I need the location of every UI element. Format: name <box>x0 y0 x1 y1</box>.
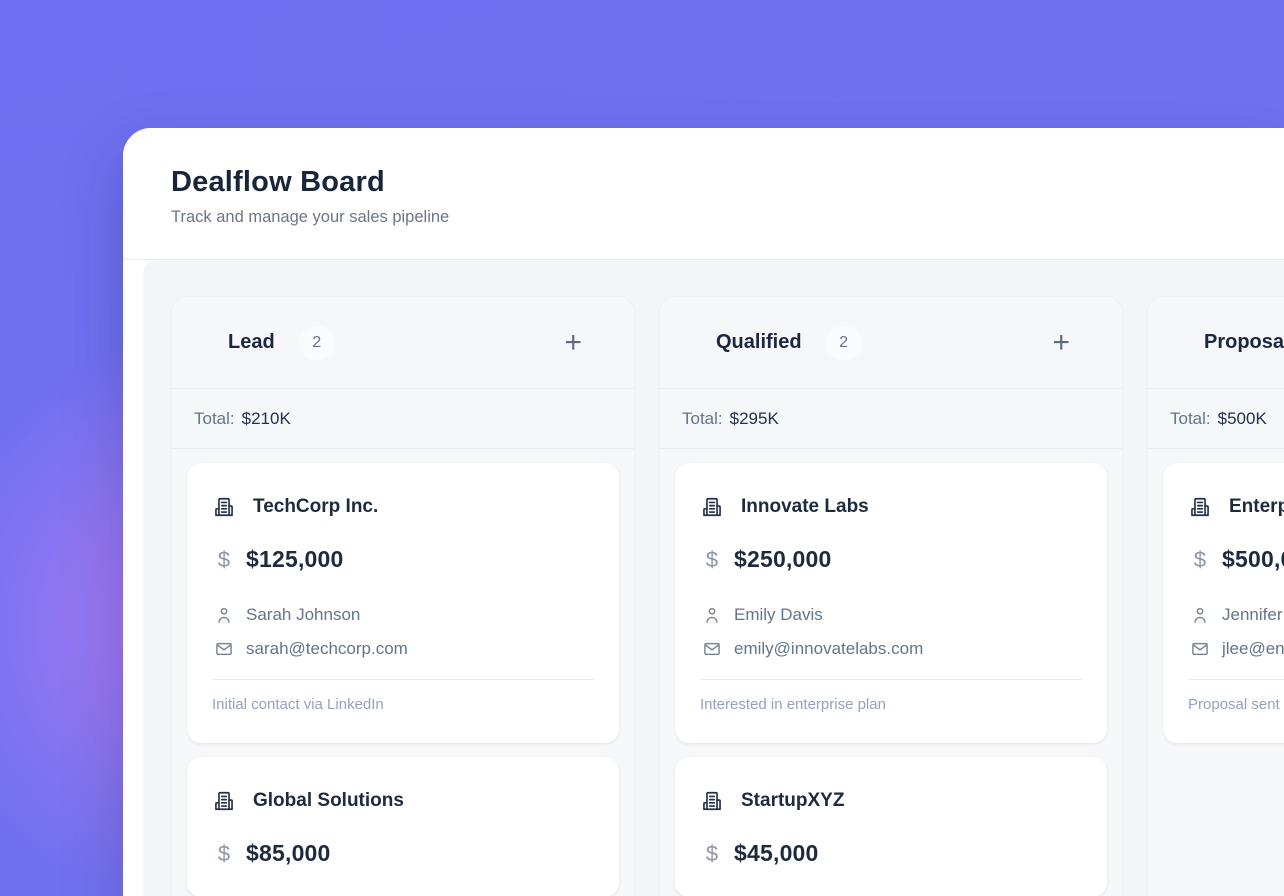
deal-amount: $500,000 <box>1222 546 1284 572</box>
mail-icon <box>1188 639 1212 659</box>
card-list: TechCorp Inc. $ $125,000 Sarah Johnson <box>172 449 634 896</box>
column-proposal-header: Proposal + <box>1148 297 1284 389</box>
deal-note: Interested in enterprise plan <box>700 696 886 713</box>
add-card-button[interactable]: + <box>558 326 588 360</box>
card-list: Enterprise Co $ $500,000 Jennifer Lee <box>1148 449 1284 758</box>
dealflow-panel: Dealflow Board Track and manage your sal… <box>123 128 1284 896</box>
deal-amount: $125,000 <box>246 546 344 572</box>
panel-header: Dealflow Board Track and manage your sal… <box>123 128 1284 260</box>
dollar-icon: $ <box>217 546 231 572</box>
company-name: TechCorp Inc. <box>253 496 379 517</box>
deal-card[interactable]: Global Solutions $ $85,000 <box>187 757 619 896</box>
card-divider <box>212 679 594 680</box>
page-title: Dealflow Board <box>171 166 385 198</box>
mail-icon <box>700 639 724 659</box>
column-lead: Lead 2 + Total: $210K TechCorp Inc. <box>171 296 635 896</box>
dollar-icon: $ <box>217 840 231 866</box>
kanban-board: Lead 2 + Total: $210K TechCorp Inc. <box>143 260 1284 896</box>
total-label: Total: <box>1170 408 1211 428</box>
company-name: Innovate Labs <box>741 496 869 517</box>
card-divider <box>700 679 1082 680</box>
dollar-icon: $ <box>705 546 719 572</box>
deal-card[interactable]: Innovate Labs $ $250,000 Emily Davis <box>675 463 1107 743</box>
user-icon <box>1188 605 1212 625</box>
building-icon <box>1188 495 1212 519</box>
building-icon <box>700 495 724 519</box>
contact-name: Sarah Johnson <box>246 605 361 624</box>
total-value: $210K <box>241 408 291 428</box>
user-icon <box>700 605 724 625</box>
deal-note: Proposal sent <box>1188 696 1280 713</box>
deal-card[interactable]: Enterprise Co $ $500,000 Jennifer Lee <box>1163 463 1284 743</box>
deal-amount: $45,000 <box>734 840 819 866</box>
column-proposal: Proposal + Total: $500K Enterprise Co <box>1147 296 1284 896</box>
total-label: Total: <box>194 408 235 428</box>
total-value: $500K <box>1217 408 1267 428</box>
column-title: Lead <box>228 331 275 353</box>
company-name: Enterprise Co <box>1229 496 1284 517</box>
column-qualified-header: Qualified 2 + <box>660 297 1122 389</box>
contact-email: emily@innovatelabs.com <box>734 639 924 658</box>
building-icon <box>700 789 724 813</box>
card-divider <box>1188 679 1284 680</box>
contact-name: Emily Davis <box>734 605 823 624</box>
deal-card[interactable]: TechCorp Inc. $ $125,000 Sarah Johnson <box>187 463 619 743</box>
building-icon <box>212 789 236 813</box>
contact-name: Jennifer Lee <box>1222 605 1284 624</box>
mail-icon <box>212 639 236 659</box>
total-value: $295K <box>729 408 779 428</box>
deal-amount: $85,000 <box>246 840 331 866</box>
user-icon <box>212 605 236 625</box>
contact-email: jlee@enterprise.com <box>1222 639 1284 658</box>
column-total-row: Total: $500K <box>1148 389 1284 449</box>
add-card-button[interactable]: + <box>1046 326 1076 360</box>
column-lead-header: Lead 2 + <box>172 297 634 389</box>
contact-email: sarah@techcorp.com <box>246 639 408 658</box>
column-count-badge: 2 <box>298 325 335 360</box>
dollar-icon: $ <box>1193 546 1207 572</box>
column-title: Proposal <box>1204 331 1284 353</box>
column-total-row: Total: $210K <box>172 389 634 449</box>
company-name: Global Solutions <box>253 790 404 811</box>
deal-note: Initial contact via LinkedIn <box>212 696 384 713</box>
page-subtitle: Track and manage your sales pipeline <box>171 208 450 226</box>
column-title: Qualified <box>716 331 802 353</box>
deal-card[interactable]: StartupXYZ $ $45,000 <box>675 757 1107 896</box>
company-name: StartupXYZ <box>741 790 845 811</box>
building-icon <box>212 495 236 519</box>
total-label: Total: <box>682 408 723 428</box>
column-count-badge: 2 <box>825 325 862 360</box>
column-total-row: Total: $295K <box>660 389 1122 449</box>
dollar-icon: $ <box>705 840 719 866</box>
column-qualified: Qualified 2 + Total: $295K Innovate Labs <box>659 296 1123 896</box>
card-list: Innovate Labs $ $250,000 Emily Davis <box>660 449 1122 896</box>
deal-amount: $250,000 <box>734 546 832 572</box>
